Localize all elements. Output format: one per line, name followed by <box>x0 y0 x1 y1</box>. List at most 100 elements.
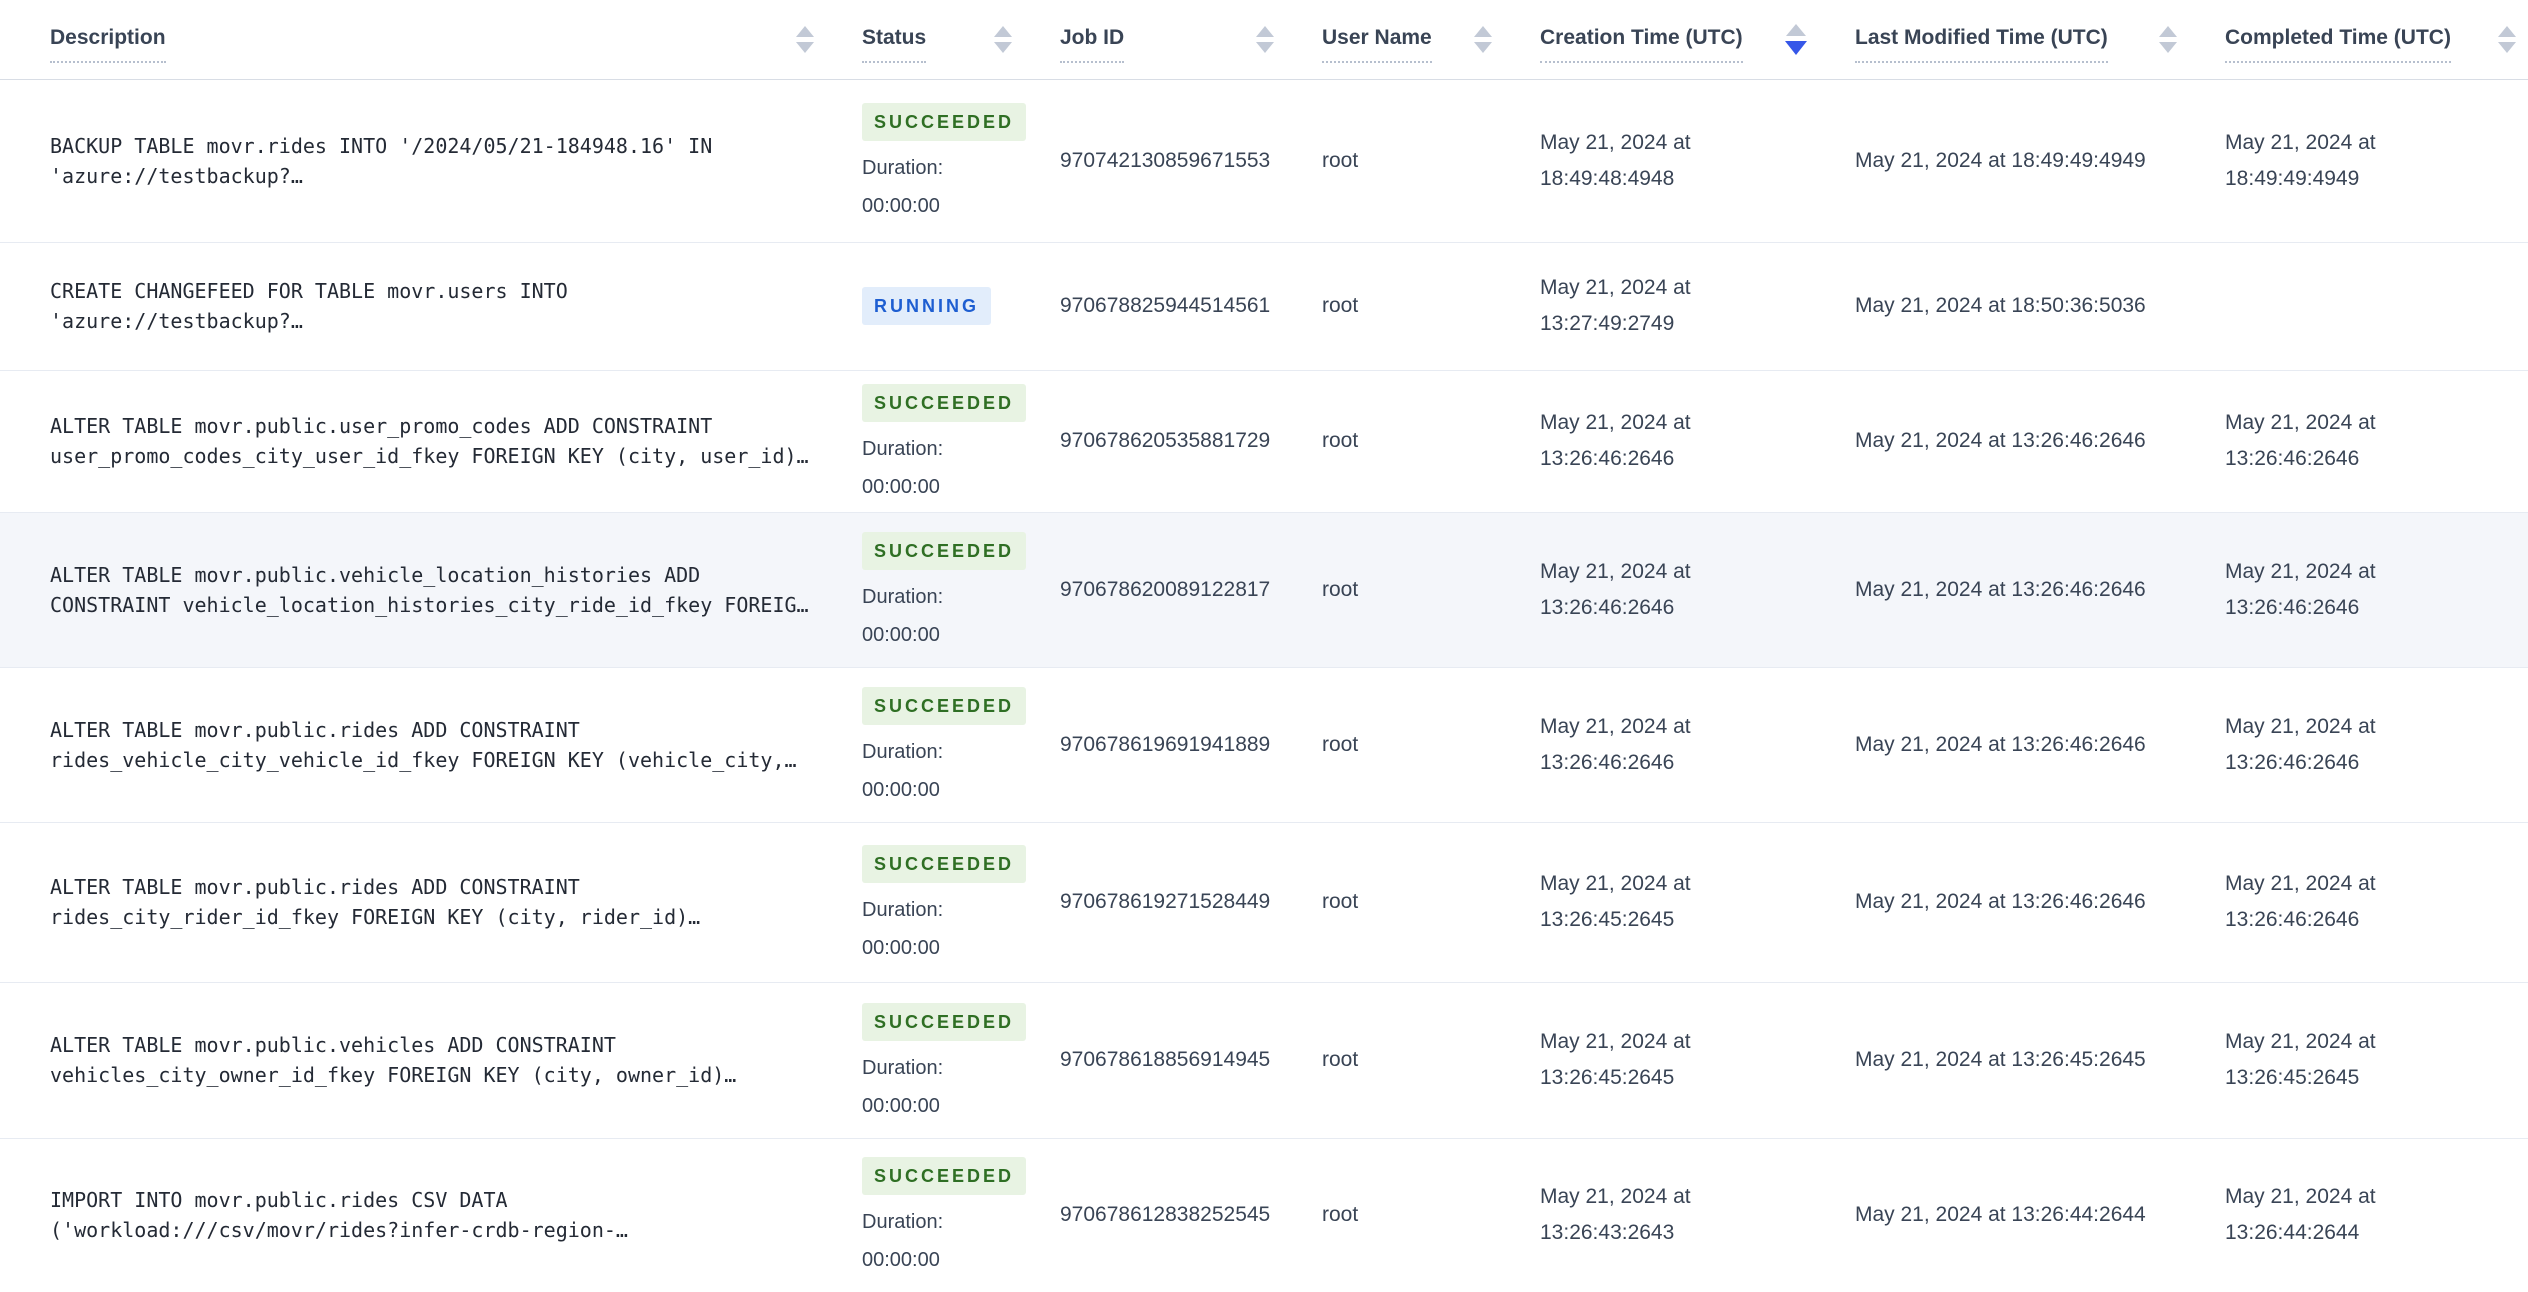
column-header-description[interactable]: Description <box>0 0 862 80</box>
job-description-line: 'azure://testbackup?… <box>50 163 303 188</box>
duration-label: Duration: <box>862 1211 944 1234</box>
user-name-cell: root <box>1322 148 1359 172</box>
job-description-line: 'azure://testbackup?… <box>50 309 303 333</box>
time-line: May 21, 2024 at <box>2225 411 2376 434</box>
sort-asc-icon <box>1474 25 1492 37</box>
time-line: 13:26:46:2646 <box>2225 750 2360 774</box>
column-label-job-id: Job ID <box>1060 26 1125 64</box>
completed-time-cell: May 21, 2024 at 13:26:44:2644 <box>2225 1138 2528 1291</box>
duration-label: Duration: <box>862 586 944 608</box>
completed-time-cell: May 21, 2024 at 13:26:45:2645 <box>2225 982 2528 1138</box>
table-row-highlighted[interactable]: ALTER TABLE movr.public.vehicle_location… <box>0 512 2528 667</box>
sort-asc-icon <box>2159 25 2177 37</box>
completed-time-cell: May 21, 2024 at 13:26:46:2646 <box>2225 822 2528 982</box>
column-header-creation-time[interactable]: Creation Time (UTC) <box>1540 0 1855 80</box>
time-line: 18:49:49:4949 <box>2225 166 2360 190</box>
column-header-status[interactable]: Status <box>862 0 1060 80</box>
column-label-description: Description <box>50 26 166 64</box>
sort-arrows-icon[interactable] <box>994 25 1012 53</box>
sort-desc-icon <box>994 41 1012 53</box>
sort-desc-icon <box>2498 41 2516 53</box>
sort-asc-icon <box>2498 25 2516 37</box>
status-badge: SUCCEEDED <box>862 103 1027 141</box>
time-line: May 21, 2024 at <box>1540 411 1691 434</box>
table-row[interactable]: CREATE CHANGEFEED FOR TABLE movr.users I… <box>0 242 2528 370</box>
job-description-cell: ALTER TABLE movr.public.vehicle_location… <box>0 512 862 667</box>
duration-value: 00:00:00 <box>862 936 940 959</box>
job-description-cell: ALTER TABLE movr.public.vehicles ADD CON… <box>0 982 862 1138</box>
time-line: May 21, 2024 at <box>1540 130 1691 154</box>
sort-arrows-icon[interactable] <box>2498 25 2516 53</box>
user-name-cell: root <box>1322 577 1359 601</box>
status-cell: SUCCEEDED Duration: 00:00:00 <box>862 1138 1060 1291</box>
column-header-user-name[interactable]: User Name <box>1322 0 1540 80</box>
time-line: May 21, 2024 at <box>1540 714 1691 738</box>
column-header-job-id[interactable]: Job ID <box>1060 0 1322 80</box>
job-id-cell: 970678825944514561 <box>1060 294 1271 317</box>
time-line: 13:26:45:2645 <box>2225 1066 2360 1089</box>
duration-value: 00:00:00 <box>862 1249 940 1272</box>
status-cell: SUCCEEDED Duration: 00:00:00 <box>862 370 1060 512</box>
sort-asc-icon <box>1786 23 1806 36</box>
column-label-status: Status <box>862 26 927 64</box>
sort-desc-icon <box>2159 41 2177 53</box>
sort-arrows-icon[interactable] <box>2159 25 2177 53</box>
time-line: May 21, 2024 at 13:26:46:2646 <box>1855 577 2146 601</box>
time-line: 13:27:49:2749 <box>1540 312 1675 335</box>
sort-arrows-active-desc-icon[interactable] <box>1785 23 1807 55</box>
time-line: May 21, 2024 at 18:49:49:4949 <box>1855 148 2146 172</box>
time-line: May 21, 2024 at <box>2225 1184 2376 1208</box>
sort-arrows-icon[interactable] <box>1256 25 1274 53</box>
time-line: May 21, 2024 at <box>2225 559 2376 583</box>
job-id-cell: 970678612838252545 <box>1060 1202 1271 1226</box>
header-row: Description Status J <box>0 0 2528 80</box>
time-line: May 21, 2024 at 18:50:36:5036 <box>1855 294 2146 317</box>
completed-time-cell: May 21, 2024 at 13:26:46:2646 <box>2225 512 2528 667</box>
time-line: May 21, 2024 at <box>2225 1030 2376 1053</box>
time-line: May 21, 2024 at 13:26:46:2646 <box>1855 890 2146 913</box>
creation-time-cell: May 21, 2024 at 13:26:46:2646 <box>1540 370 1855 512</box>
user-name-cell: root <box>1322 890 1359 913</box>
sort-arrows-icon[interactable] <box>1474 25 1492 53</box>
creation-time-cell: May 21, 2024 at 18:49:48:4948 <box>1540 79 1855 242</box>
time-line: 13:26:45:2645 <box>1540 908 1675 931</box>
duration-label: Duration: <box>862 741 944 763</box>
job-description-line: CREATE CHANGEFEED FOR TABLE movr.users I… <box>50 279 568 303</box>
table-row[interactable]: ALTER TABLE movr.public.rides ADD CONSTR… <box>0 822 2528 982</box>
job-description-line: user_promo_codes_city_user_id_fkey FOREI… <box>50 444 809 468</box>
table-row[interactable]: ALTER TABLE movr.public.rides ADD CONSTR… <box>0 667 2528 822</box>
duration-label: Duration: <box>862 437 944 460</box>
job-description-cell: ALTER TABLE movr.public.rides ADD CONSTR… <box>0 822 862 982</box>
job-description-line: ALTER TABLE movr.public.vehicle_location… <box>50 562 701 587</box>
time-line: May 21, 2024 at 13:26:44:2644 <box>1855 1202 2146 1226</box>
status-cell: RUNNING <box>862 242 1060 370</box>
column-header-last-modified-time[interactable]: Last Modified Time (UTC) <box>1855 0 2225 80</box>
table-row[interactable]: BACKUP TABLE movr.rides INTO '/2024/05/2… <box>0 79 2528 242</box>
time-line: 13:26:46:2646 <box>2225 447 2360 470</box>
sort-arrows-icon[interactable] <box>796 25 814 53</box>
time-line: 13:26:46:2646 <box>1540 447 1675 470</box>
job-description-cell: IMPORT INTO movr.public.rides CSV DATA (… <box>0 1138 862 1291</box>
last-modified-time-cell: May 21, 2024 at 18:50:36:5036 <box>1855 242 2225 370</box>
completed-time-cell: May 21, 2024 at 13:26:46:2646 <box>2225 667 2528 822</box>
column-label-creation-time: Creation Time (UTC) <box>1540 26 1743 64</box>
job-description-cell: CREATE CHANGEFEED FOR TABLE movr.users I… <box>0 242 862 370</box>
table-row[interactable]: ALTER TABLE movr.public.user_promo_codes… <box>0 370 2528 512</box>
table-row[interactable]: IMPORT INTO movr.public.rides CSV DATA (… <box>0 1138 2528 1291</box>
status-badge: SUCCEEDED <box>862 844 1027 883</box>
creation-time-cell: May 21, 2024 at 13:26:43:2643 <box>1540 1138 1855 1291</box>
sort-desc-icon <box>796 41 814 53</box>
job-id-cell: 970678620089122817 <box>1060 577 1271 601</box>
column-label-completed-time: Completed Time (UTC) <box>2225 26 2451 64</box>
time-line: May 21, 2024 at <box>1540 872 1691 895</box>
column-header-completed-time[interactable]: Completed Time (UTC) <box>2225 0 2528 80</box>
job-description-line: rides_vehicle_city_vehicle_id_fkey FOREI… <box>50 747 797 772</box>
job-description-line: vehicles_city_owner_id_fkey FOREIGN KEY … <box>50 1063 737 1087</box>
job-description-line: ALTER TABLE movr.public.user_promo_codes… <box>50 414 713 438</box>
job-description-line: IMPORT INTO movr.public.rides CSV DATA <box>50 1187 508 1212</box>
time-line: May 21, 2024 at <box>2225 872 2376 895</box>
sort-asc-icon <box>796 25 814 37</box>
status-badge: SUCCEEDED <box>862 1002 1027 1041</box>
table-row[interactable]: ALTER TABLE movr.public.vehicles ADD CON… <box>0 982 2528 1138</box>
